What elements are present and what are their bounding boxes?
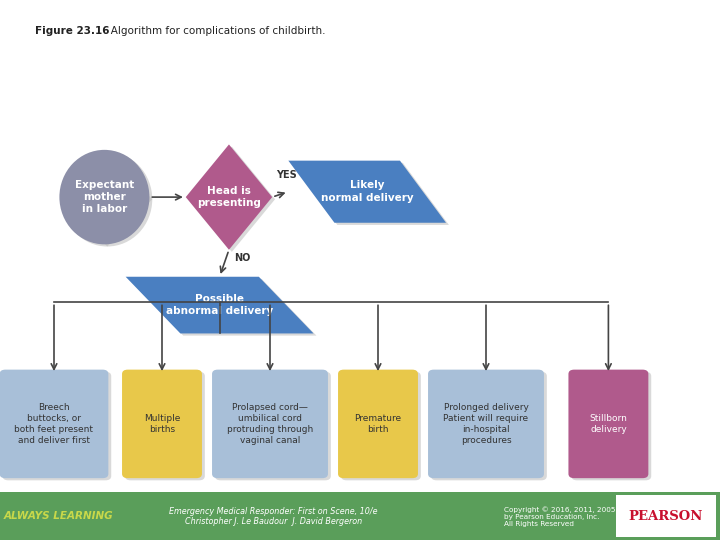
Text: Copyright © 2016, 2011, 2005
by Pearson Education, Inc.
All Rights Reserved: Copyright © 2016, 2011, 2005 by Pearson … [504, 506, 616, 526]
Bar [616, 495, 716, 537]
Text: NO: NO [234, 253, 251, 262]
Polygon shape [291, 163, 449, 225]
Text: PEARSON: PEARSON [629, 510, 703, 523]
FancyBboxPatch shape [122, 369, 202, 478]
FancyBboxPatch shape [2, 372, 112, 481]
Text: Breech
buttocks, or
both feet present
and deliver first: Breech buttocks, or both feet present an… [14, 403, 94, 444]
Polygon shape [186, 144, 272, 249]
FancyBboxPatch shape [338, 369, 418, 478]
Text: Stillborn
delivery: Stillborn delivery [590, 414, 627, 434]
Text: Head is
presenting: Head is presenting [197, 186, 261, 208]
Polygon shape [125, 276, 313, 333]
Text: Premature
birth: Premature birth [354, 414, 402, 434]
Text: Prolapsed cord—
umbilical cord
protruding through
vaginal canal: Prolapsed cord— umbilical cord protrudin… [227, 403, 313, 444]
Text: Figure 23.16: Figure 23.16 [35, 26, 109, 36]
Text: Likely
normal delivery: Likely normal delivery [321, 180, 413, 203]
FancyBboxPatch shape [341, 372, 420, 481]
Text: Algorithm for complications of childbirth.: Algorithm for complications of childbirt… [101, 26, 325, 36]
FancyBboxPatch shape [212, 369, 328, 478]
FancyBboxPatch shape [215, 372, 330, 481]
FancyBboxPatch shape [428, 369, 544, 478]
Polygon shape [189, 146, 275, 252]
Text: Expectant
mother
in labor: Expectant mother in labor [75, 180, 134, 214]
Polygon shape [128, 279, 316, 335]
Text: ALWAYS LEARNING: ALWAYS LEARNING [4, 511, 113, 521]
FancyBboxPatch shape [572, 372, 652, 481]
Polygon shape [62, 152, 153, 246]
Text: YES: YES [276, 170, 297, 180]
FancyBboxPatch shape [431, 372, 547, 481]
FancyBboxPatch shape [125, 372, 204, 481]
Bar [0, 492, 720, 540]
Text: Emergency Medical Responder: First on Scene, 10/e
Christopher J. Le Baudour  J. : Emergency Medical Responder: First on Sc… [169, 507, 378, 526]
FancyBboxPatch shape [569, 369, 649, 478]
Text: Prolonged delivery
Patient will require
in-hospital
procedures: Prolonged delivery Patient will require … [444, 403, 528, 444]
Polygon shape [288, 160, 446, 222]
Text: Multiple
births: Multiple births [144, 414, 180, 434]
Ellipse shape [59, 150, 150, 244]
Text: Possible
abnormal delivery: Possible abnormal delivery [166, 294, 273, 316]
Ellipse shape [63, 152, 153, 246]
FancyBboxPatch shape [0, 369, 109, 478]
